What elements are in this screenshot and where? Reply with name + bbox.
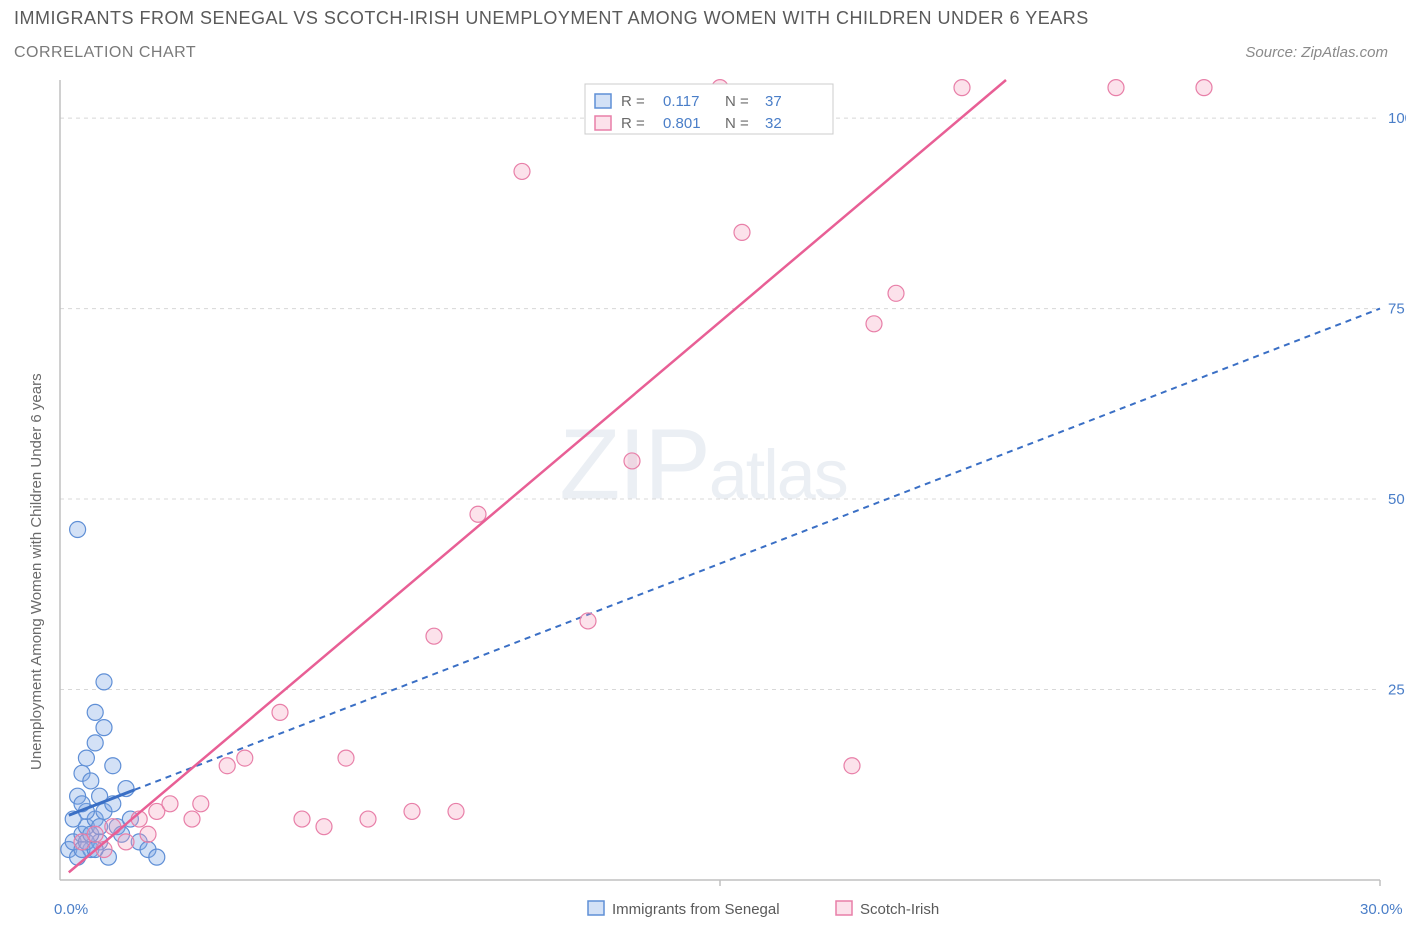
data-point xyxy=(87,735,103,751)
data-point xyxy=(888,285,904,301)
data-point xyxy=(105,758,121,774)
data-point xyxy=(219,758,235,774)
data-point xyxy=(624,453,640,469)
legend-series: Immigrants from Senegal Scotch-Irish xyxy=(588,901,939,918)
data-point xyxy=(1196,80,1212,96)
legend-stats: R = 0.117 N = 37 R = 0.801 N = 32 xyxy=(585,84,833,134)
y-tick-label: 25.0% xyxy=(1388,682,1406,699)
y-tick-label: 100.0% xyxy=(1388,110,1406,127)
scatter-plot: 25.0% 50.0% 75.0% 100.0% 0.0% 30.0% R = 0.117 N … xyxy=(30,70,1406,930)
legend-r-label: R = xyxy=(621,93,645,110)
legend-n-label: N = xyxy=(725,115,749,132)
data-point xyxy=(426,628,442,644)
chart-title: IMMIGRANTS FROM SENEGAL VS SCOTCH-IRISH … xyxy=(14,8,1089,29)
legend-swatch xyxy=(595,116,611,130)
legend-r-value: 0.801 xyxy=(663,115,701,132)
legend-series-label: Immigrants from Senegal xyxy=(612,901,780,918)
data-point xyxy=(338,750,354,766)
data-point xyxy=(70,522,86,538)
data-point xyxy=(272,704,288,720)
data-point xyxy=(404,803,420,819)
data-point xyxy=(149,849,165,865)
legend-n-value: 37 xyxy=(765,93,782,110)
legend-r-value: 0.117 xyxy=(663,93,699,110)
gridlines xyxy=(60,118,1380,689)
legend-swatch xyxy=(836,901,852,915)
x-tick-label: 0.0% xyxy=(54,901,88,918)
data-point xyxy=(193,796,209,812)
legend-n-value: 32 xyxy=(765,115,782,132)
y-tick-label: 50.0% xyxy=(1388,491,1406,508)
data-point xyxy=(294,811,310,827)
axes xyxy=(60,80,1380,886)
data-point xyxy=(140,826,156,842)
data-point xyxy=(316,819,332,835)
legend-series-label: Scotch-Irish xyxy=(860,901,939,918)
chart-subtitle: CORRELATION CHART xyxy=(14,44,196,62)
legend-r-label: R = xyxy=(621,115,645,132)
data-point xyxy=(844,758,860,774)
data-point xyxy=(96,674,112,690)
data-point xyxy=(105,819,121,835)
legend-n-label: N = xyxy=(725,93,749,110)
data-point xyxy=(954,80,970,96)
series-1-points xyxy=(74,80,1212,858)
data-point xyxy=(237,750,253,766)
data-point xyxy=(514,163,530,179)
data-point xyxy=(184,811,200,827)
data-point xyxy=(83,773,99,789)
data-point xyxy=(118,834,134,850)
legend-swatch xyxy=(588,901,604,915)
trend-line-dashed xyxy=(135,309,1380,790)
data-point xyxy=(78,750,94,766)
data-point xyxy=(87,826,103,842)
data-point xyxy=(162,796,178,812)
data-point xyxy=(448,803,464,819)
data-point xyxy=(734,224,750,240)
data-point xyxy=(96,720,112,736)
y-tick-label: 75.0% xyxy=(1388,301,1406,318)
legend-swatch xyxy=(595,94,611,108)
source-link[interactable]: ZipAtlas.com xyxy=(1301,44,1388,61)
data-point xyxy=(470,506,486,522)
data-point xyxy=(87,704,103,720)
x-tick-label: 30.0% xyxy=(1360,901,1403,918)
data-point xyxy=(866,316,882,332)
data-point xyxy=(1108,80,1124,96)
source-label: Source: ZipAtlas.com xyxy=(1245,44,1388,61)
data-point xyxy=(360,811,376,827)
data-point xyxy=(580,613,596,629)
source-prefix: Source: xyxy=(1245,44,1301,61)
trend-line xyxy=(69,80,1006,872)
